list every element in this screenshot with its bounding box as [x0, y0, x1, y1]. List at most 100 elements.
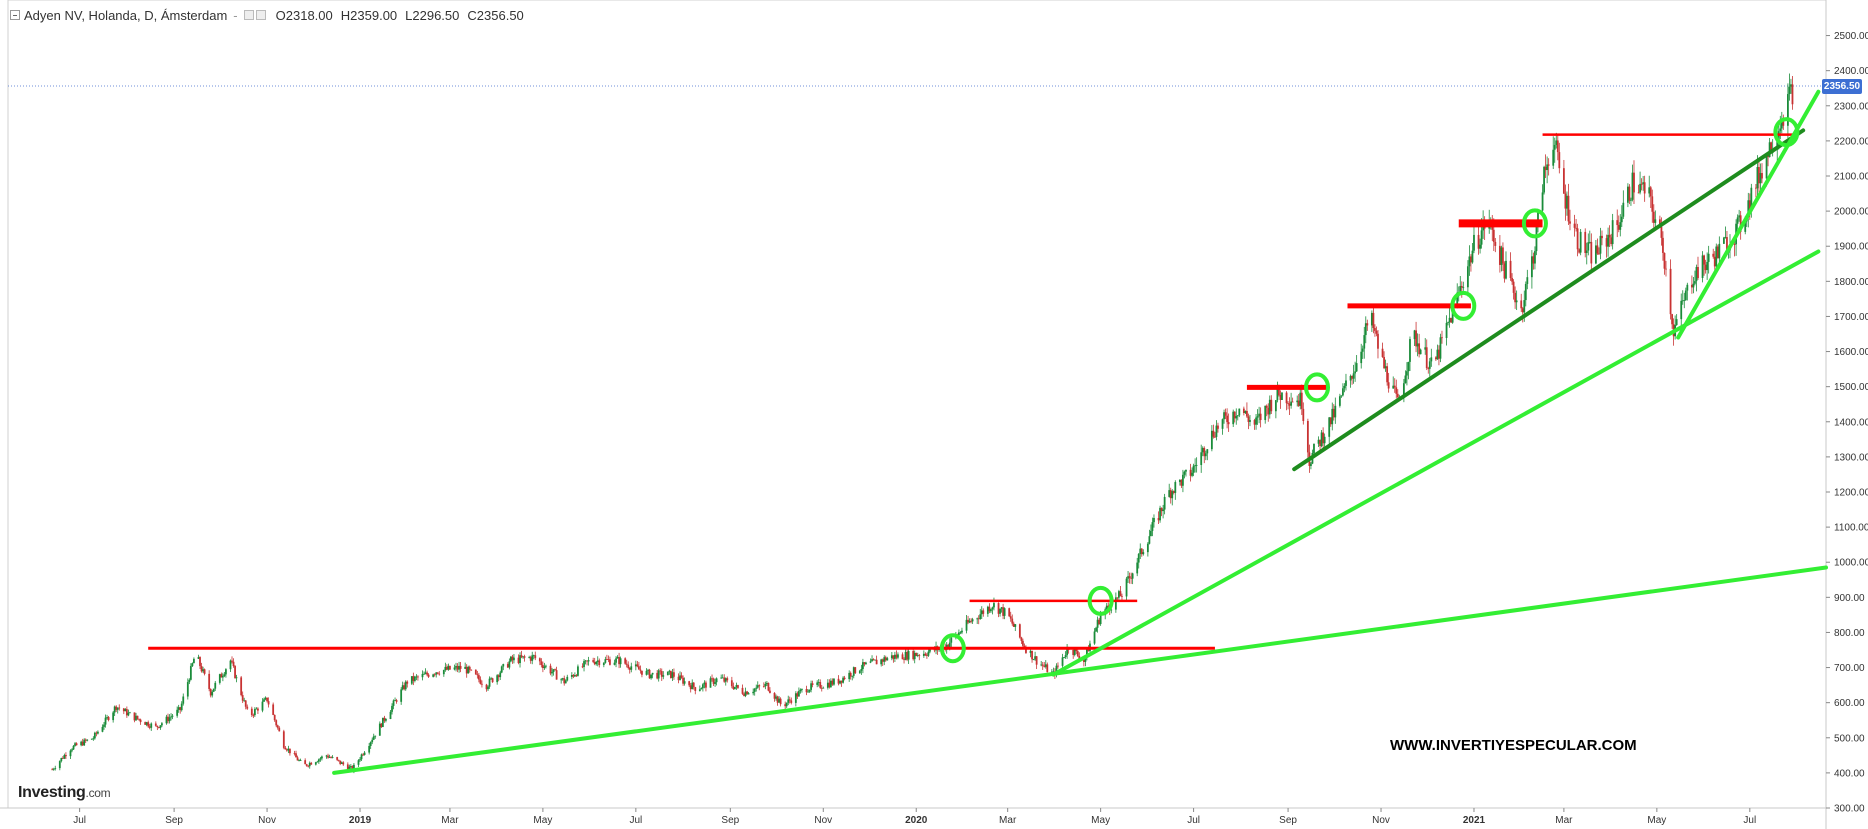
- candle-body: [884, 657, 887, 661]
- open-label: O: [275, 7, 286, 23]
- settings-icon[interactable]: [243, 10, 254, 20]
- candle-body: [298, 760, 300, 762]
- candle: [191, 662, 194, 667]
- candle-body: [1512, 281, 1515, 293]
- candle-body: [1317, 439, 1320, 444]
- candle-body: [1364, 323, 1367, 336]
- candle-body: [673, 672, 675, 677]
- candle: [363, 751, 366, 756]
- candle: [500, 665, 503, 674]
- candle: [1249, 414, 1251, 427]
- candle-body: [1576, 228, 1579, 250]
- candle: [1573, 214, 1576, 237]
- candle-body: [1459, 285, 1462, 293]
- candle-body: [1765, 153, 1768, 179]
- candle: [703, 680, 706, 689]
- candle-body: [432, 674, 435, 677]
- candle-body: [1131, 573, 1134, 579]
- candle-body: [976, 618, 979, 620]
- candle-body: [357, 760, 360, 765]
- y-tick-label: 1800.00: [1834, 277, 1868, 288]
- candle: [1153, 514, 1155, 528]
- candle-body: [154, 723, 157, 726]
- candle-body: [1671, 314, 1673, 325]
- candle-body: [1032, 659, 1035, 661]
- candle-body: [538, 658, 541, 662]
- candle-body: [1029, 650, 1032, 653]
- candle-body: [1502, 247, 1504, 264]
- candle: [982, 608, 985, 617]
- candle-body: [801, 689, 803, 690]
- candle-body: [139, 719, 142, 723]
- candle-body: [1022, 640, 1024, 646]
- candle-body: [250, 708, 253, 715]
- candle: [1116, 597, 1119, 600]
- candle: [113, 705, 116, 717]
- candle: [378, 721, 381, 736]
- candle: [316, 760, 319, 763]
- candle-body: [1040, 664, 1043, 666]
- candle-body: [1148, 536, 1151, 544]
- candle: [1759, 163, 1762, 191]
- candle: [1416, 333, 1419, 357]
- candle-body: [1000, 607, 1003, 609]
- candle: [874, 659, 876, 661]
- candle-body: [80, 741, 83, 746]
- candle-body: [627, 664, 630, 668]
- candle-body: [677, 676, 680, 681]
- candle-body: [1249, 420, 1251, 422]
- candle: [65, 752, 67, 759]
- candle-body: [272, 704, 275, 715]
- candle-body: [765, 682, 768, 684]
- candle: [90, 738, 93, 740]
- candle: [552, 669, 555, 676]
- candle-body: [287, 748, 290, 751]
- candle-body: [1654, 219, 1657, 223]
- candle: [977, 615, 980, 625]
- candle-body: [840, 680, 843, 683]
- candle-body: [1031, 650, 1033, 660]
- candle-body: [502, 664, 505, 667]
- candle-body: [442, 670, 445, 675]
- candle: [148, 723, 151, 730]
- candle: [442, 669, 445, 677]
- candle: [700, 687, 703, 690]
- hide-icon[interactable]: [255, 10, 266, 20]
- close-label: C: [467, 7, 477, 23]
- candle: [467, 665, 470, 674]
- candle: [1338, 393, 1341, 408]
- candle: [150, 722, 153, 731]
- candle-body: [1095, 627, 1097, 632]
- candle-body: [1313, 443, 1315, 453]
- candle-body: [395, 700, 398, 702]
- candle: [545, 664, 547, 669]
- candle-body: [1402, 383, 1405, 398]
- candle-body: [200, 666, 203, 672]
- candle-body: [1562, 168, 1565, 194]
- candle-body: [51, 769, 54, 771]
- collapse-toggle-icon[interactable]: [10, 10, 20, 20]
- candle: [1121, 593, 1123, 601]
- candle-body: [244, 700, 247, 707]
- candle-body: [651, 672, 654, 675]
- candle: [1695, 264, 1698, 292]
- candle-body: [1415, 330, 1417, 347]
- candle: [1296, 395, 1299, 407]
- investing-logo[interactable]: Investing.com: [18, 784, 111, 802]
- candle: [721, 674, 724, 679]
- candle: [1227, 413, 1230, 432]
- candle: [1514, 286, 1517, 309]
- candle-body: [922, 653, 925, 656]
- candle: [1073, 649, 1076, 657]
- candle: [1370, 310, 1373, 333]
- candle: [1579, 228, 1582, 256]
- candle: [755, 684, 758, 692]
- candle-body: [986, 606, 989, 614]
- candle-body: [58, 761, 61, 769]
- candle-body: [637, 666, 640, 670]
- candle: [837, 675, 840, 686]
- candle-body: [1596, 245, 1599, 254]
- candle: [212, 688, 215, 692]
- candle-body: [340, 762, 343, 764]
